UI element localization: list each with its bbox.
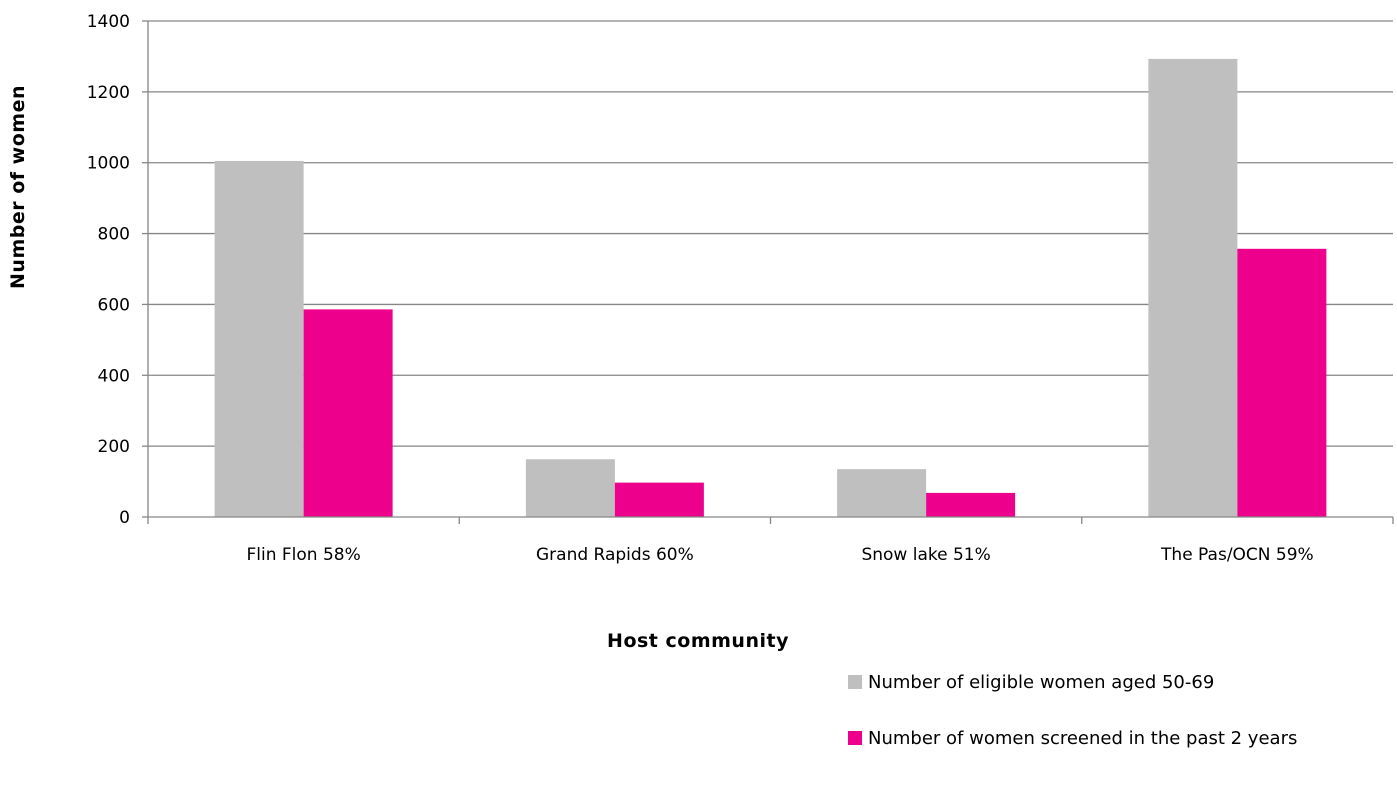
bar-screened — [1237, 248, 1327, 517]
y-tick-label: 400 — [98, 366, 130, 386]
bar-eligible — [525, 459, 615, 517]
bar-screened — [926, 492, 1016, 517]
y-tick-label: 1400 — [87, 12, 130, 32]
y-axis-title: Number of women — [7, 85, 29, 289]
x-tick-label: Grand Rapids 60% — [536, 545, 694, 565]
legend: Number of eligible women aged 50-69 Numb… — [848, 668, 1297, 780]
legend-label-eligible: Number of eligible women aged 50-69 — [868, 671, 1215, 693]
legend-swatch-screened — [848, 731, 862, 745]
legend-item-screened: Number of women screened in the past 2 y… — [848, 724, 1297, 752]
legend-label-screened: Number of women screened in the past 2 y… — [868, 727, 1298, 749]
bar-eligible — [1148, 58, 1238, 518]
x-tick-labels: Flin Flon 58% Grand Rapids 60% Snow lake 5… — [246, 545, 1313, 565]
y-tick-label: 600 — [98, 295, 130, 315]
y-tick-label: 1000 — [87, 154, 130, 174]
y-tick-label: 800 — [98, 225, 130, 245]
x-tick-label: The Pas/OCN 59% — [1160, 545, 1314, 565]
y-tick-labels: 0 200 400 600 800 1000 1200 1400 — [87, 12, 130, 528]
bar-screened — [303, 309, 393, 517]
axes — [147, 21, 1394, 524]
x-tick-label: Flin Flon 58% — [246, 545, 360, 565]
bar-eligible — [214, 160, 304, 517]
legend-item-eligible: Number of eligible women aged 50-69 — [848, 668, 1297, 696]
bar-eligible — [837, 469, 927, 517]
y-tick-label: 1200 — [87, 83, 130, 103]
bars — [214, 58, 1327, 518]
bar-screened — [614, 482, 704, 517]
x-axis-title: Host community — [607, 630, 789, 652]
legend-swatch-eligible — [848, 675, 862, 689]
x-tick-label: Snow lake 51% — [861, 545, 990, 565]
y-tick-label: 0 — [119, 508, 130, 528]
y-tick-label: 200 — [98, 437, 130, 457]
